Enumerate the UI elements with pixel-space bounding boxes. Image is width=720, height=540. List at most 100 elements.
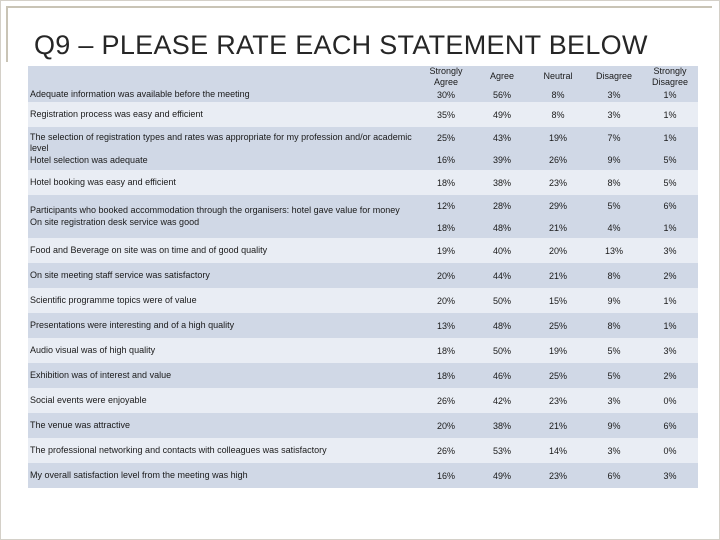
rating-value: 14%: [548, 445, 567, 456]
rating-value-cell: 1% 5%: [642, 127, 698, 170]
rating-value: 1%: [663, 109, 677, 120]
rating-value: 2%: [663, 370, 677, 381]
statement-text-secondary: On site registration desk service was go…: [30, 217, 200, 227]
statement-text: On site meeting staff service was satisf…: [30, 270, 210, 280]
rating-value: 13%: [436, 320, 455, 331]
rating-value-cell: 43% 39%: [474, 127, 530, 170]
decorative-left-bar: [6, 6, 8, 62]
rating-value: 7%: [607, 132, 621, 143]
rating-value: 5%: [663, 177, 677, 188]
slide-title: Q9 – PLEASE RATE EACH STATEMENT BELOW: [34, 30, 648, 60]
table-row: Registration process was easy and effici…: [28, 102, 698, 127]
rating-value: 1%: [663, 320, 677, 331]
rating-value: 21%: [548, 270, 567, 281]
rating-value: 48%: [492, 320, 511, 331]
statement-text: Hotel booking was easy and efficient: [30, 177, 176, 187]
table-row: Food and Beverage on site was on time an…: [28, 238, 698, 263]
rating-value: 21%: [548, 420, 567, 431]
rating-value: 20%: [436, 295, 455, 306]
rating-value-cell: 5% 4%: [586, 195, 642, 238]
rating-value: 44%: [492, 270, 511, 281]
rating-value: 3%: [607, 445, 621, 456]
rating-value: 25%: [548, 320, 567, 331]
rating-value: 15%: [548, 295, 567, 306]
statement-cell: Scientific programme topics were of valu…: [28, 288, 418, 313]
rating-value: 19%: [548, 345, 567, 356]
rating-value: 26%: [436, 445, 455, 456]
table-row: Presentations were interesting and of a …: [28, 313, 698, 338]
survey-table-body: Adequate information was available befor…: [28, 66, 698, 488]
table-row: The venue was attractive 20% 38% 21% 9% 6%: [28, 413, 698, 438]
table-row: Hotel booking was easy and efficient 18% 3…: [28, 170, 698, 195]
rating-value: 23%: [548, 470, 567, 481]
rating-value: 6%: [663, 420, 677, 431]
rating-value: 8%: [551, 109, 565, 120]
statement-cell: Food and Beverage on site was on time an…: [28, 238, 418, 263]
rating-value: 42%: [492, 395, 511, 406]
rating-value: 23%: [548, 177, 567, 188]
table-row: Participants who booked accommodation th…: [28, 195, 698, 238]
rating-value-cell: 7% 9%: [586, 127, 642, 170]
statement-cell: Participants who booked accommodation th…: [28, 195, 418, 238]
rating-value: 1%: [663, 90, 677, 100]
table-row: Exhibition was of interest and value 18% 4…: [28, 363, 698, 388]
rating-value: 5%: [607, 345, 621, 356]
table-row: Audio visual was of high quality 18% 50% 19…: [28, 338, 698, 363]
rating-value-secondary: 21%: [548, 222, 567, 233]
rating-value: 19%: [436, 245, 455, 256]
rating-value: 38%: [492, 420, 511, 431]
rating-value: 19%: [548, 132, 567, 143]
rating-value: 49%: [492, 109, 511, 120]
statement-text-secondary: Hotel selection was adequate: [30, 154, 148, 165]
rating-value: 29%: [548, 200, 567, 211]
table-row: My overall satisfaction level from the m…: [28, 463, 698, 488]
rating-value: 2%: [663, 270, 677, 281]
statement-text: The selection of registration types and …: [30, 131, 412, 153]
statement-text: Registration process was easy and effici…: [30, 109, 203, 119]
column-header: Disagree: [595, 71, 633, 81]
statement-text: Social events were enjoyable: [30, 395, 147, 405]
rating-value-secondary: 4%: [607, 222, 621, 233]
rating-value: 1%: [663, 132, 677, 143]
rating-value-secondary: 1%: [663, 222, 677, 233]
rating-value: 13%: [604, 245, 623, 256]
rating-value: 6%: [607, 470, 621, 481]
table-row: On site meeting staff service was satisf…: [28, 263, 698, 288]
rating-value: 50%: [492, 345, 511, 356]
rating-value: 20%: [548, 245, 567, 256]
rating-value: 3%: [607, 90, 621, 100]
statement-text: The venue was attractive: [30, 420, 131, 430]
rating-value: 3%: [663, 245, 677, 256]
rating-value: 8%: [607, 177, 621, 188]
rating-value: 18%: [436, 345, 455, 356]
rating-value: 25%: [548, 370, 567, 381]
statement-text: Audio visual was of high quality: [30, 345, 156, 355]
rating-value: 49%: [492, 470, 511, 481]
table-row: The selection of registration types and …: [28, 127, 698, 170]
column-header-and-value-cell: Strongly Agree 30%: [418, 66, 474, 102]
table-row: Scientific programme topics were of valu…: [28, 288, 698, 313]
rating-value-cell: 25% 16%: [418, 127, 474, 170]
column-header-and-value-cell: Neutral 8%: [530, 66, 586, 102]
rating-value: 25%: [436, 132, 455, 143]
rating-value: 28%: [492, 200, 511, 211]
statement-cell: Audio visual was of high quality: [28, 338, 418, 363]
rating-value: 3%: [663, 470, 677, 481]
rating-value: 9%: [607, 420, 621, 431]
rating-value: 12%: [436, 200, 455, 211]
rating-value-secondary: 9%: [607, 154, 621, 165]
statement-cell: Adequate information was available befor…: [30, 89, 250, 99]
rating-value: 0%: [663, 445, 677, 456]
statement-cell: The professional networking and contacts…: [28, 438, 418, 463]
statement-cell: Hotel booking was easy and efficient: [28, 170, 418, 195]
rating-value: 6%: [663, 200, 677, 211]
rating-value: 16%: [436, 470, 455, 481]
rating-value: 20%: [436, 270, 455, 281]
column-header: Strongly Agree: [429, 66, 463, 87]
rating-value: 8%: [607, 270, 621, 281]
rating-value: 23%: [548, 395, 567, 406]
rating-value: 1%: [663, 295, 677, 306]
statement-text: My overall satisfaction level from the m…: [30, 470, 248, 480]
rating-value-secondary: 5%: [663, 154, 677, 165]
rating-value: 8%: [607, 320, 621, 331]
